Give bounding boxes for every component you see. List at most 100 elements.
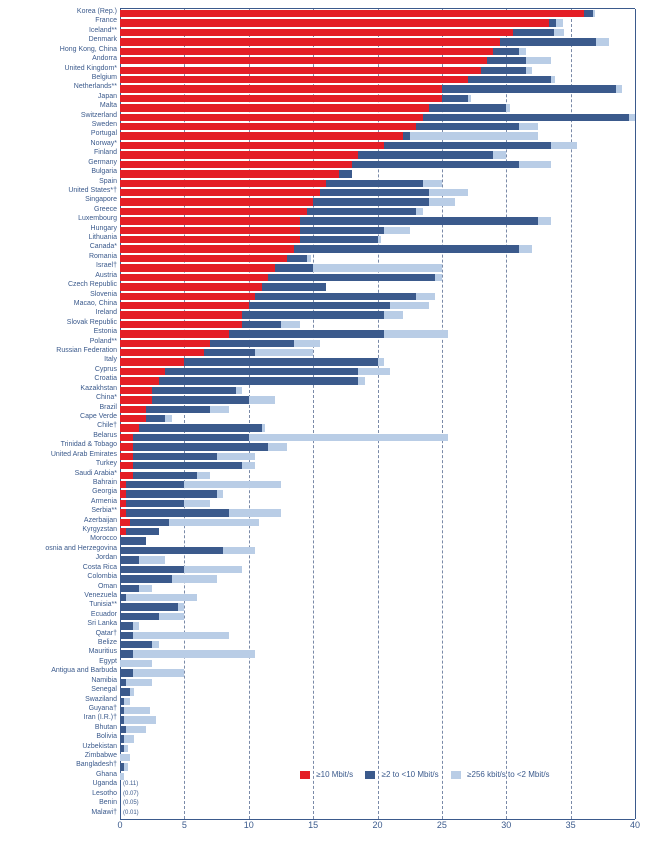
bar-segment [120, 396, 152, 403]
legend: ≥10 Mbit/s ≥2 to <10 Mbit/s ≥256 kbit/s … [290, 770, 550, 779]
bar-segment [120, 632, 133, 639]
tiny-value: (0.11) [123, 780, 138, 789]
bar-segment [120, 340, 210, 347]
bar-segment [197, 472, 210, 479]
bar-segment [519, 123, 538, 130]
country-label: Cape Verde [80, 413, 117, 422]
country-label: Bulgaria [91, 168, 117, 177]
bar-segment [255, 293, 416, 300]
bar-segment [120, 170, 339, 177]
country-label: Oman [98, 583, 117, 592]
bar-segment [262, 283, 326, 290]
country-label: Uganda [92, 780, 117, 789]
bar-segment [120, 85, 442, 92]
bar-segment [519, 161, 551, 168]
bar-segment [378, 236, 382, 243]
bar-segment [326, 180, 423, 187]
bar-segment [124, 745, 128, 752]
bar-segment [124, 707, 150, 714]
bar-segment [126, 726, 145, 733]
bar-segment [242, 462, 255, 469]
bar-segment [120, 142, 384, 149]
bar-segment [120, 443, 133, 450]
bar-segment [120, 180, 326, 187]
bar-segment [139, 424, 261, 431]
bar-segment [549, 19, 557, 26]
bar-segment [120, 123, 416, 130]
country-label: Germany [88, 159, 117, 168]
country-label: Lithuania [89, 234, 117, 243]
bar-segment [120, 321, 242, 328]
bar-segment [120, 10, 584, 17]
country-label: Bahrain [93, 479, 117, 488]
bar-segment [124, 763, 128, 770]
bar-segment [242, 311, 384, 318]
country-label: Japan [98, 93, 117, 102]
bar-segment [120, 688, 130, 695]
country-label: Slovak Republic [67, 319, 117, 328]
bar-segment [307, 208, 416, 215]
country-label: Iran (I.R.)† [84, 714, 117, 723]
bar-segment [229, 330, 384, 337]
bar-segment [133, 462, 242, 469]
bar-segment [596, 38, 609, 45]
bar-segment [120, 472, 133, 479]
country-label: Belize [98, 639, 117, 648]
country-label: osnia and Herzegovina [45, 545, 117, 554]
bar-segment [124, 735, 134, 742]
bar-segment [159, 613, 185, 620]
bar-segment [120, 387, 152, 394]
bar-segment [435, 274, 441, 281]
country-label: China* [96, 394, 117, 403]
bar-segment [120, 217, 300, 224]
bar-segment [442, 85, 616, 92]
bar-segment [126, 490, 216, 497]
country-label: Malta [100, 102, 117, 111]
bar-segment [556, 19, 562, 26]
bar-segment [120, 95, 442, 102]
bar-segment [538, 217, 551, 224]
bar-segment [551, 76, 555, 83]
country-label: Benin [99, 799, 117, 808]
country-label: Qatar† [96, 630, 117, 639]
bar-segment [554, 29, 564, 36]
bar-segment [519, 48, 525, 55]
bar-segment [120, 283, 262, 290]
bar-segment [468, 95, 472, 102]
bar-segment [133, 622, 139, 629]
bar-segment [133, 453, 217, 460]
bar-segment [120, 311, 242, 318]
bar-segment [526, 67, 532, 74]
bar-segment [126, 500, 184, 507]
country-label: Senegal [91, 686, 117, 695]
bar-segment [223, 547, 255, 554]
country-label: Switzerland [81, 112, 117, 121]
country-label: Singapore [85, 196, 117, 205]
bar-segment [133, 434, 249, 441]
bar-segment [126, 528, 158, 535]
bar-segment [416, 208, 422, 215]
bar-segment [423, 114, 629, 121]
bar-segment [268, 443, 287, 450]
country-label: Swaziland [85, 696, 117, 705]
bar-segment [429, 189, 468, 196]
country-label: Morocco [90, 535, 117, 544]
country-label: Portugal [91, 130, 117, 139]
bar-segment [300, 217, 538, 224]
bar-segment [178, 603, 184, 610]
bar-segment [217, 490, 223, 497]
country-label: Lesotho [92, 790, 117, 799]
bar-segment [120, 669, 133, 676]
country-label: Macao, China [74, 300, 117, 309]
bar-segment [249, 396, 275, 403]
bar-segment [519, 245, 532, 252]
bar-segment [120, 453, 133, 460]
country-label: Finland [94, 149, 117, 158]
plot-area [120, 8, 635, 820]
bar-segment [120, 660, 152, 667]
bar-segment [165, 415, 171, 422]
bar-segment [217, 453, 256, 460]
country-label: Georgia [92, 488, 117, 497]
bar-segment [184, 500, 210, 507]
country-label: Canada* [90, 243, 117, 252]
